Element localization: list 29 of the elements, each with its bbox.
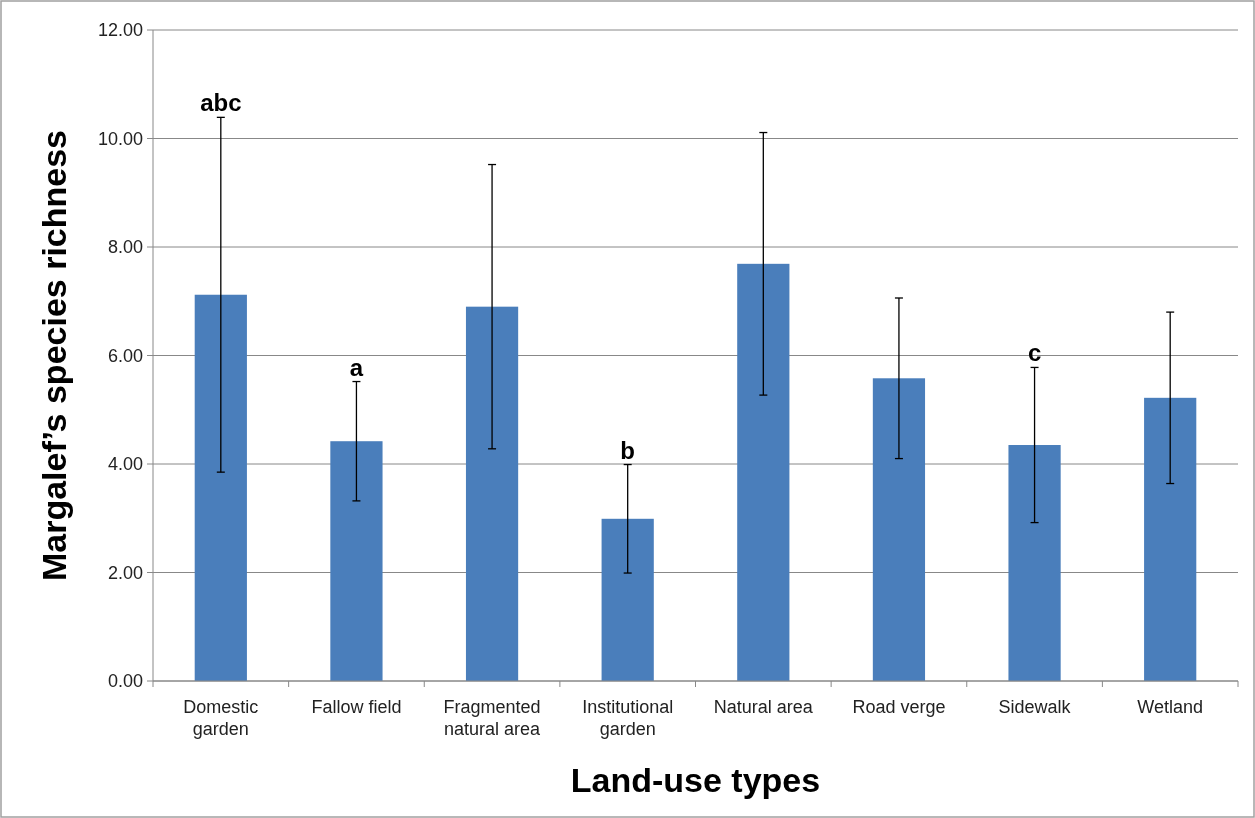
x-tick-label: Natural area — [713, 697, 814, 717]
bar — [194, 294, 247, 681]
y-tick-label: 6.00 — [107, 345, 143, 366]
bar — [737, 263, 790, 681]
bar — [601, 518, 654, 681]
x-tick-label: Domestic garden — [183, 697, 259, 739]
bar — [465, 306, 519, 681]
y-tick-label: 12.00 — [97, 20, 143, 41]
x-tick-label: Fallow field — [311, 697, 402, 717]
annotation: b — [620, 436, 636, 464]
x-tick-label: Institutional garden — [582, 697, 674, 739]
x-tick-label: Wetland — [1137, 697, 1204, 717]
y-tick-label: 4.00 — [107, 454, 143, 475]
y-tick-label: 10.00 — [97, 128, 143, 149]
annotation: a — [349, 353, 364, 381]
bar — [1008, 445, 1061, 681]
y-axis-title: Margalef’s species richness — [35, 129, 73, 582]
x-tick-label: Sidewalk — [998, 697, 1072, 717]
bar — [1144, 397, 1197, 681]
bar — [330, 441, 383, 681]
y-tick-label: 0.00 — [107, 671, 143, 692]
annotation: abc — [200, 89, 242, 117]
annotation: c — [1027, 339, 1042, 367]
y-tick-label: 8.00 — [107, 237, 143, 258]
bar — [872, 378, 926, 681]
y-tick-label: 2.00 — [107, 562, 143, 583]
x-tick-label: Road verge — [852, 697, 946, 717]
x-axis-title: Land-use types — [570, 761, 821, 799]
x-tick-label: Fragmented natural area — [443, 697, 542, 739]
